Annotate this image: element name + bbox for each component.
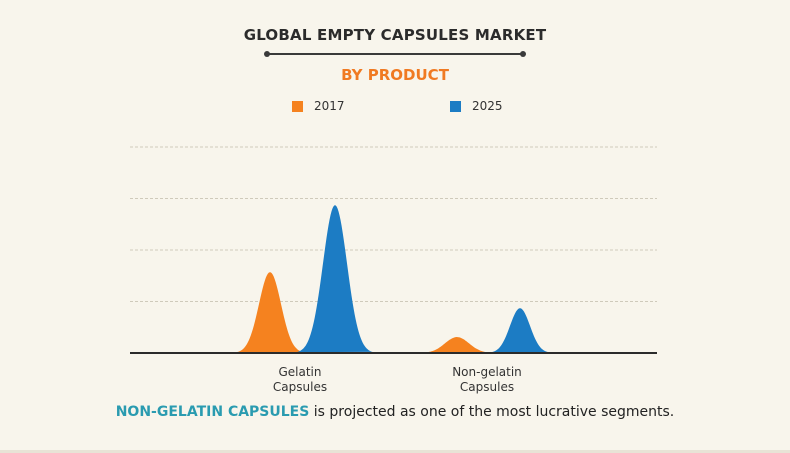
peak-2017-gelatin xyxy=(234,272,305,353)
legend-item-2025: 2025 xyxy=(450,99,503,113)
peak-2017-non-gelatin xyxy=(418,337,495,353)
footer-text: is projected as one of the most lucrativ… xyxy=(309,404,675,420)
bottom-strip xyxy=(0,450,790,453)
footer-highlight: NON-GELATIN CAPSULES xyxy=(115,404,310,420)
legend-label-2025: 2025 xyxy=(472,99,503,113)
legend-label-2017: 2017 xyxy=(314,99,345,113)
peak-2025-gelatin xyxy=(296,205,373,353)
category-label-line: Capsules xyxy=(459,380,515,394)
category-label-line: Non-gelatin xyxy=(452,365,522,379)
category-label-line: Capsules xyxy=(272,380,328,394)
chart-subtitle: BY PRODUCT xyxy=(341,66,449,84)
legend-swatch-2025 xyxy=(450,100,461,112)
category-label-gelatin: Gelatin Capsules xyxy=(240,365,360,395)
legend-swatch-2017 xyxy=(292,100,303,112)
category-label-line: Gelatin xyxy=(278,365,322,379)
peak-2025-non-gelatin xyxy=(488,308,552,353)
footer-note: NON-GELATIN CAPSULES is projected as one… xyxy=(0,404,790,420)
chart-title: GLOBAL EMPTY CAPSULES MARKET xyxy=(243,26,547,44)
title-divider xyxy=(264,51,526,57)
legend-item-2017: 2017 xyxy=(292,99,345,113)
category-label-non-gelatin: Non-gelatin Capsules xyxy=(427,365,547,395)
